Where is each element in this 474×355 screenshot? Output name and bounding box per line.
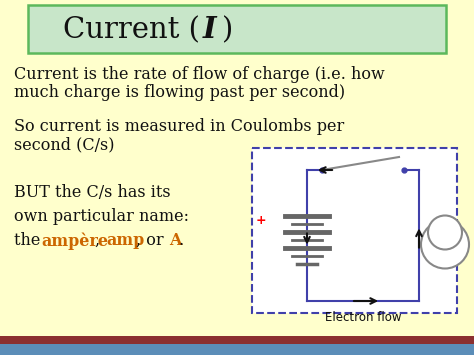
Text: the: the [14, 232, 46, 249]
Text: A: A [169, 232, 182, 249]
Text: much charge is flowing past per second): much charge is flowing past per second) [14, 84, 345, 101]
Circle shape [428, 215, 462, 250]
Text: So current is measured in Coulombs per: So current is measured in Coulombs per [14, 118, 344, 135]
Text: ampère: ampère [41, 232, 108, 250]
Text: , or: , or [136, 232, 169, 249]
Text: +: + [256, 213, 266, 226]
Text: ,: , [95, 232, 105, 249]
Text: own particular name:: own particular name: [14, 208, 189, 225]
Text: second (C/s): second (C/s) [14, 136, 115, 153]
Text: ): ) [222, 16, 233, 44]
Text: BUT the C/s has its: BUT the C/s has its [14, 184, 171, 201]
Bar [0, 344, 474, 355]
Text: Current (: Current ( [63, 16, 200, 44]
Bar [0, 336, 474, 346]
Text: I: I [203, 16, 217, 44]
Text: .: . [179, 232, 184, 249]
Bar [28, 5, 446, 53]
Text: amp: amp [106, 232, 144, 249]
Text: Electron flow: Electron flow [325, 311, 401, 324]
Circle shape [421, 220, 469, 268]
Text: Current is the rate of flow of charge (i.e. how: Current is the rate of flow of charge (i… [14, 66, 385, 83]
Bar [252, 148, 457, 313]
